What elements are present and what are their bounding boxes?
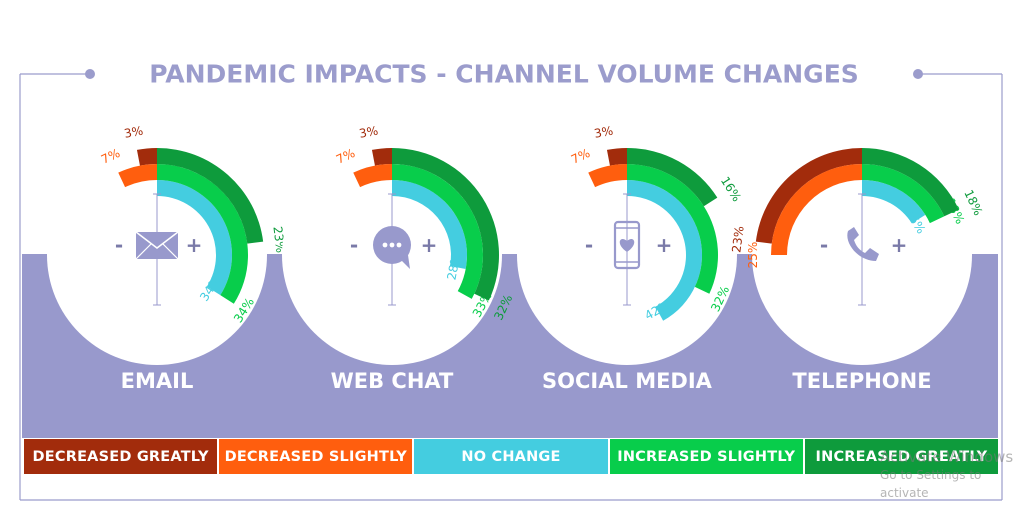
legend: DECREASED GREATLY DECREASED SLIGHTLY NO … bbox=[24, 439, 999, 474]
arc-decreased-slightly bbox=[118, 164, 157, 188]
label-decreased-greatly: 3% bbox=[593, 124, 614, 141]
watermark-line-1: Activate Windows bbox=[880, 448, 1014, 466]
activation-watermark: Activate Windows Go to Settings to activ… bbox=[880, 448, 1024, 502]
arc-decreased-slightly bbox=[353, 164, 392, 188]
legend-decreased-slightly: DECREASED SLIGHTLY bbox=[219, 439, 415, 474]
chat-tail bbox=[400, 255, 410, 269]
envelope-fold-right bbox=[162, 243, 179, 260]
envelope-icon bbox=[135, 231, 179, 260]
plus-sign: + bbox=[421, 233, 438, 257]
label-no-change: 28% bbox=[445, 252, 464, 281]
arc-increased-slightly bbox=[627, 164, 718, 294]
arc-decreased-greatly bbox=[136, 148, 157, 166]
chart-title: PANDEMIC IMPACTS - CHANNEL VOLUME CHANGE… bbox=[149, 60, 859, 89]
arc-increased-greatly bbox=[627, 148, 718, 207]
label-decreased-greatly: 3% bbox=[123, 124, 144, 141]
minus-sign: - bbox=[350, 233, 358, 257]
category-label-web-chat: WEB CHAT bbox=[331, 369, 454, 393]
chat-dot bbox=[382, 242, 388, 248]
frame-dot-right bbox=[913, 69, 923, 79]
arc-decreased-greatly bbox=[755, 148, 862, 244]
smartphone-heart-icon bbox=[613, 220, 641, 270]
category-label-email: EMAIL bbox=[121, 369, 194, 393]
handset bbox=[847, 227, 879, 261]
arc-no-change bbox=[392, 180, 467, 270]
plus-sign: + bbox=[186, 233, 203, 257]
minus-sign: - bbox=[585, 233, 593, 257]
legend-increased-slightly: INCREASED SLIGHTLY bbox=[609, 439, 805, 474]
minus-sign: - bbox=[115, 233, 123, 257]
arc-no-change bbox=[157, 180, 233, 296]
plus-sign: + bbox=[891, 233, 908, 257]
telephone-icon bbox=[847, 227, 879, 261]
arc-increased-slightly bbox=[392, 164, 483, 299]
arc-increased-greatly bbox=[157, 148, 264, 244]
chat-dot bbox=[389, 242, 395, 248]
arc-no-change bbox=[862, 180, 926, 224]
arc-increased-greatly bbox=[392, 148, 500, 301]
minus-sign: - bbox=[820, 233, 828, 257]
arc-increased-slightly bbox=[157, 164, 248, 304]
frame-dot-left bbox=[85, 69, 95, 79]
label-decreased-slightly: 25% bbox=[746, 242, 760, 269]
title-frame bbox=[19, 69, 1003, 501]
arc-decreased-slightly bbox=[771, 164, 862, 255]
watermark-line-2: Go to Settings to activate bbox=[880, 468, 982, 500]
channel-telephone: 23%25%16% 18%18%- +TELEPHONE bbox=[729, 145, 985, 393]
arc-no-change bbox=[627, 180, 703, 321]
envelope-flap bbox=[135, 231, 179, 249]
plus-sign: + bbox=[656, 233, 673, 257]
category-label-telephone: TELEPHONE bbox=[792, 369, 931, 393]
arc-increased-greatly bbox=[862, 148, 959, 217]
arc-decreased-greatly bbox=[371, 148, 392, 166]
channel-email: 3%7%34%34%23%- +EMAIL bbox=[47, 124, 288, 393]
envelope-fold-left bbox=[135, 243, 152, 260]
chat-bubble-icon bbox=[373, 226, 411, 269]
label-decreased-greatly: 23% bbox=[729, 225, 746, 253]
legend-no-change: NO CHANGE bbox=[414, 439, 610, 474]
category-label-social-media: SOCIAL MEDIA bbox=[542, 369, 713, 393]
arc-decreased-greatly bbox=[606, 148, 627, 166]
arc-increased-slightly bbox=[862, 164, 945, 224]
chat-dot bbox=[396, 242, 402, 248]
phone-outline bbox=[613, 220, 641, 270]
channel-social-media: 3%7%42% 32%16%- +SOCIAL MEDIA bbox=[517, 124, 744, 393]
arc-decreased-slightly bbox=[588, 164, 627, 188]
legend-decreased-greatly: DECREASED GREATLY bbox=[24, 439, 220, 474]
heart-icon bbox=[619, 239, 635, 252]
legend-increased-greatly: INCREASED GREATLY bbox=[804, 439, 999, 474]
label-decreased-greatly: 3% bbox=[358, 124, 379, 141]
